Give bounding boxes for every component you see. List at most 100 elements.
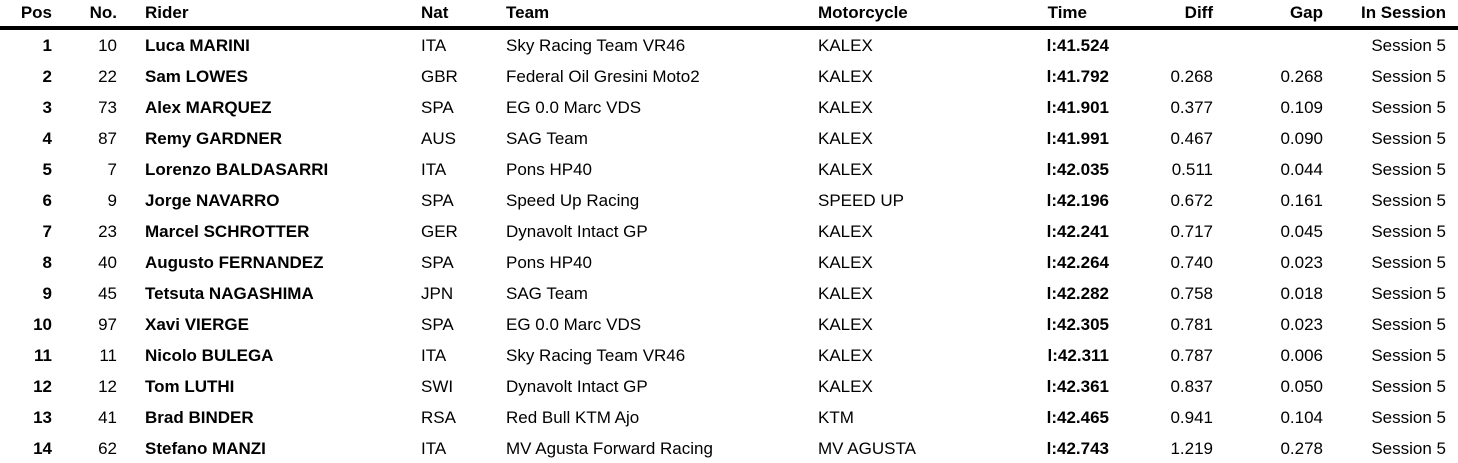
- cell-team: Federal Oil Gresini Moto2: [506, 66, 700, 86]
- cell-in_session: Session 5: [1371, 159, 1446, 179]
- cell-time: l:42.241: [1046, 221, 1109, 241]
- cell-in_session: Session 5: [1371, 438, 1446, 458]
- cell-team: Pons HP40: [506, 159, 592, 179]
- cell-no: 11: [99, 345, 117, 365]
- cell-nat: SPA: [421, 252, 454, 272]
- cell-in_session: Session 5: [1371, 221, 1446, 241]
- cell-gap: 0.161: [1280, 190, 1323, 210]
- table-row: 4 87 Remy GARDNER AUS SAG Team KALEX l:41.991 0…: [0, 123, 1458, 154]
- cell-in_session: Session 5: [1371, 97, 1446, 117]
- cell-motorcycle: KALEX: [818, 314, 873, 334]
- cell-nat: SWI: [421, 376, 454, 396]
- cell-team: Speed Up Racing: [506, 190, 640, 210]
- cell-no: 9: [107, 190, 117, 210]
- cell-nat: GER: [421, 221, 458, 241]
- header-cell-time: Time: [985, 0, 1110, 30]
- cell-pos: 12: [33, 376, 52, 396]
- cell-no: 45: [98, 283, 117, 303]
- cell-diff: 0.837: [1170, 376, 1213, 396]
- cell-gap: 0.050: [1280, 376, 1323, 396]
- cell-pos: 8: [42, 252, 52, 272]
- header-cell-in_session: In Session: [1328, 0, 1458, 30]
- cell-nat: SPA: [421, 190, 454, 210]
- cell-motorcycle: SPEED UP: [818, 190, 904, 210]
- cell-rider: Tom LUTHI: [145, 376, 235, 396]
- cell-pos: 9: [42, 283, 52, 303]
- cell-diff: 0.941: [1170, 407, 1213, 427]
- cell-gap: [1218, 28, 1328, 61]
- cell-rider: Tetsuta NAGASHIMA: [145, 283, 314, 303]
- table-header: Pos No. Rider Nat Team Motorcycle Time Diff Gap I…: [0, 0, 1458, 30]
- cell-no: 87: [98, 128, 117, 148]
- table-row: 13 41 Brad BINDER RSA Red Bull KTM Ajo KTM l:4…: [0, 402, 1458, 433]
- cell-no: 10: [98, 35, 117, 55]
- cell-motorcycle: KALEX: [818, 345, 873, 365]
- cell-diff: 0.781: [1170, 314, 1213, 334]
- cell-pos: 10: [33, 314, 52, 334]
- header-cell-team: Team: [505, 0, 817, 30]
- cell-time: l:42.282: [1046, 283, 1109, 303]
- cell-team: SAG Team: [506, 128, 588, 148]
- cell-rider: Alex MARQUEZ: [145, 97, 272, 117]
- cell-pos: 2: [42, 66, 52, 86]
- cell-no: 73: [98, 97, 117, 117]
- cell-gap: 0.045: [1280, 221, 1323, 241]
- cell-team: EG 0.0 Marc VDS: [506, 97, 642, 117]
- header-cell-no: No.: [57, 0, 120, 30]
- cell-rider: Luca MARINI: [145, 35, 250, 55]
- cell-in_session: Session 5: [1371, 66, 1446, 86]
- cell-no: 62: [98, 438, 117, 458]
- cell-nat: SPA: [421, 314, 454, 334]
- cell-nat: ITA: [421, 345, 447, 365]
- cell-gap: 0.006: [1280, 345, 1323, 365]
- cell-team: Sky Racing Team VR46: [506, 345, 686, 365]
- cell-time: l:42.361: [1046, 376, 1109, 396]
- cell-no: 40: [98, 252, 117, 272]
- cell-pos: 14: [33, 438, 52, 458]
- cell-gap: 0.268: [1280, 66, 1323, 86]
- cell-diff: 0.787: [1170, 345, 1213, 365]
- cell-pos: 11: [34, 345, 52, 365]
- cell-pos: 13: [33, 407, 52, 427]
- header-cell-motorcycle: Motorcycle: [817, 0, 985, 30]
- cell-gap: 0.023: [1280, 252, 1323, 272]
- cell-pos: 1: [42, 35, 52, 55]
- cell-in_session: Session 5: [1371, 190, 1446, 210]
- header-cell-pos: Pos: [0, 0, 57, 30]
- cell-pos: 4: [42, 128, 52, 148]
- cell-time: l:42.035: [1046, 159, 1109, 179]
- cell-no: 41: [98, 407, 117, 427]
- cell-no: 12: [98, 376, 117, 396]
- cell-motorcycle: KALEX: [818, 376, 873, 396]
- cell-time: l:41.792: [1046, 66, 1109, 86]
- table-row: 10 97 Xavi VIERGE SPA EG 0.0 Marc VDS KALEX l:…: [0, 309, 1458, 340]
- table-row: 5 7 Lorenzo BALDASARRI ITA Pons HP40 KALEX l:4…: [0, 154, 1458, 185]
- cell-in_session: Session 5: [1371, 376, 1446, 396]
- cell-team: MV Agusta Forward Racing: [506, 438, 713, 458]
- cell-diff: 0.511: [1171, 159, 1213, 179]
- cell-rider: Jorge NAVARRO: [145, 190, 280, 210]
- cell-motorcycle: KALEX: [818, 35, 873, 55]
- table-row: 8 40 Augusto FERNANDEZ SPA Pons HP40 KALEX l:4…: [0, 247, 1458, 278]
- cell-team: Pons HP40: [506, 252, 592, 272]
- cell-team: Dynavolt Intact GP: [506, 221, 648, 241]
- cell-team: Sky Racing Team VR46: [506, 35, 686, 55]
- cell-no: 7: [107, 159, 117, 179]
- cell-nat: RSA: [421, 407, 456, 427]
- cell-rider: Sam LOWES: [145, 66, 248, 86]
- cell-diff: 1.219: [1170, 438, 1213, 458]
- table-row: 1 10 Luca MARINI ITA Sky Racing Team VR46 KAL…: [0, 28, 1458, 61]
- cell-gap: 0.278: [1280, 438, 1323, 458]
- cell-nat: JPN: [421, 283, 454, 303]
- cell-rider: Remy GARDNER: [145, 128, 282, 148]
- table-row: 7 23 Marcel SCHROTTER GER Dynavolt Intact GP…: [0, 216, 1458, 247]
- cell-motorcycle: KALEX: [818, 97, 873, 117]
- cell-nat: ITA: [421, 35, 447, 55]
- cell-gap: 0.090: [1280, 128, 1323, 148]
- table-row: 9 45 Tetsuta NAGASHIMA JPN SAG Team KALEX l:42…: [0, 278, 1458, 309]
- cell-rider: Augusto FERNANDEZ: [145, 252, 324, 272]
- header-cell-diff: Diff: [1110, 0, 1218, 30]
- cell-time: l:41.901: [1046, 97, 1109, 117]
- cell-rider: Stefano MANZI: [145, 438, 266, 458]
